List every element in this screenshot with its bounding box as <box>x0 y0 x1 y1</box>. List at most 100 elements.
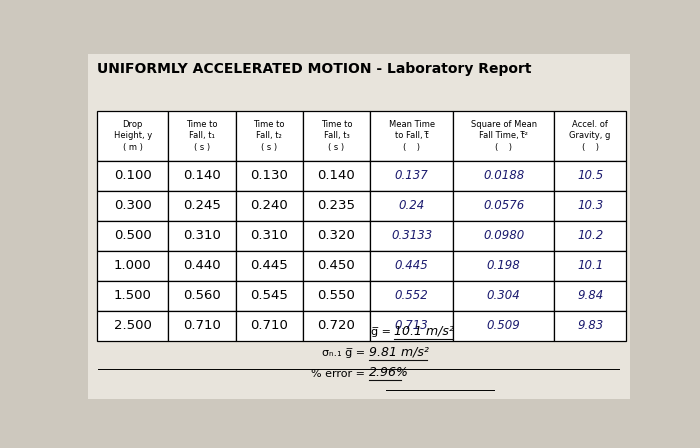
Bar <box>370 311 453 341</box>
Text: 10.3: 10.3 <box>577 199 603 212</box>
Text: 10.1: 10.1 <box>577 259 603 272</box>
Text: 0.720: 0.720 <box>318 319 356 332</box>
Bar <box>235 191 303 221</box>
Bar <box>168 161 235 191</box>
Bar <box>97 281 168 311</box>
Bar <box>303 221 370 251</box>
Text: 0.130: 0.130 <box>250 169 288 182</box>
Bar <box>370 161 453 191</box>
Bar <box>97 191 168 221</box>
Bar <box>370 281 453 311</box>
Bar <box>370 221 453 251</box>
Text: 0.140: 0.140 <box>318 169 356 182</box>
Text: 9.84: 9.84 <box>577 289 603 302</box>
Text: 0.310: 0.310 <box>183 229 220 242</box>
Text: 0.198: 0.198 <box>486 259 521 272</box>
Text: 10.1 m/s²: 10.1 m/s² <box>394 324 454 337</box>
Text: 0.713: 0.713 <box>395 319 428 332</box>
Bar <box>303 311 370 341</box>
Bar <box>554 191 626 221</box>
Bar <box>303 281 370 311</box>
Text: 0.552: 0.552 <box>395 289 428 302</box>
Text: g̅ =: g̅ = <box>370 327 394 337</box>
Bar <box>554 161 626 191</box>
Bar <box>303 111 370 161</box>
Text: 0.3133: 0.3133 <box>391 229 432 242</box>
Text: Mean Time
to Fall, t̅
(    ): Mean Time to Fall, t̅ ( ) <box>389 120 435 151</box>
Bar <box>168 111 235 161</box>
Text: 0.300: 0.300 <box>114 199 152 212</box>
Bar <box>97 221 168 251</box>
Text: 0.0980: 0.0980 <box>483 229 524 242</box>
Text: % error =: % error = <box>311 369 368 379</box>
Bar <box>235 111 303 161</box>
Text: 0.445: 0.445 <box>251 259 288 272</box>
Bar <box>554 111 626 161</box>
Bar <box>554 221 626 251</box>
Text: σₙ.₁ g̅ =: σₙ.₁ g̅ = <box>322 348 368 358</box>
Text: 0.320: 0.320 <box>318 229 356 242</box>
Bar <box>453 111 554 161</box>
Bar <box>97 161 168 191</box>
Bar <box>554 281 626 311</box>
Text: 0.137: 0.137 <box>395 169 428 182</box>
Bar <box>453 161 554 191</box>
Bar <box>168 191 235 221</box>
Text: 0.500: 0.500 <box>114 229 152 242</box>
Bar <box>303 251 370 281</box>
Text: 0.140: 0.140 <box>183 169 220 182</box>
Text: 0.440: 0.440 <box>183 259 220 272</box>
Text: 0.235: 0.235 <box>318 199 356 212</box>
Bar <box>235 311 303 341</box>
Text: 0.545: 0.545 <box>250 289 288 302</box>
Bar <box>97 251 168 281</box>
Text: 10.2: 10.2 <box>577 229 603 242</box>
Text: 10.5: 10.5 <box>577 169 603 182</box>
Text: 2.500: 2.500 <box>114 319 152 332</box>
Text: 0.710: 0.710 <box>183 319 220 332</box>
Text: Square of Mean
Fall Time, t̅²
(    ): Square of Mean Fall Time, t̅² ( ) <box>470 120 537 151</box>
Bar <box>303 191 370 221</box>
Bar <box>168 281 235 311</box>
Bar <box>453 281 554 311</box>
Text: 0.560: 0.560 <box>183 289 220 302</box>
Text: 0.310: 0.310 <box>250 229 288 242</box>
Bar <box>453 251 554 281</box>
Text: Accel. of
Gravity, g
(    ): Accel. of Gravity, g ( ) <box>570 120 611 151</box>
Bar <box>370 191 453 221</box>
Text: 0.710: 0.710 <box>250 319 288 332</box>
Bar <box>303 161 370 191</box>
Text: 0.0576: 0.0576 <box>483 199 524 212</box>
Bar <box>453 311 554 341</box>
Text: 0.240: 0.240 <box>251 199 288 212</box>
Text: 0.450: 0.450 <box>318 259 356 272</box>
Text: 9.81 m/s²: 9.81 m/s² <box>368 345 428 358</box>
Bar <box>453 191 554 221</box>
Bar <box>168 311 235 341</box>
Text: 0.304: 0.304 <box>486 289 521 302</box>
Bar <box>97 111 168 161</box>
Text: Time to
Fall, t₃
( s ): Time to Fall, t₃ ( s ) <box>321 120 352 151</box>
Text: UNIFORMLY ACCELERATED MOTION - Laboratory Report: UNIFORMLY ACCELERATED MOTION - Laborator… <box>97 62 532 77</box>
Text: 0.445: 0.445 <box>395 259 428 272</box>
Bar <box>370 111 453 161</box>
Text: 1.500: 1.500 <box>114 289 152 302</box>
Text: Drop
Height, y
( m ): Drop Height, y ( m ) <box>113 120 152 151</box>
Bar <box>235 251 303 281</box>
Text: 0.24: 0.24 <box>398 199 425 212</box>
Text: 0.0188: 0.0188 <box>483 169 524 182</box>
Text: 0.550: 0.550 <box>318 289 356 302</box>
Bar <box>168 221 235 251</box>
Bar <box>168 251 235 281</box>
Text: 0.245: 0.245 <box>183 199 220 212</box>
Text: 0.100: 0.100 <box>114 169 152 182</box>
Bar <box>235 281 303 311</box>
Text: 0.509: 0.509 <box>486 319 521 332</box>
Bar <box>370 251 453 281</box>
Bar <box>554 251 626 281</box>
Text: 2.96%: 2.96% <box>368 366 408 379</box>
Bar <box>554 311 626 341</box>
Text: 1.000: 1.000 <box>114 259 152 272</box>
Bar <box>453 221 554 251</box>
Bar <box>97 311 168 341</box>
